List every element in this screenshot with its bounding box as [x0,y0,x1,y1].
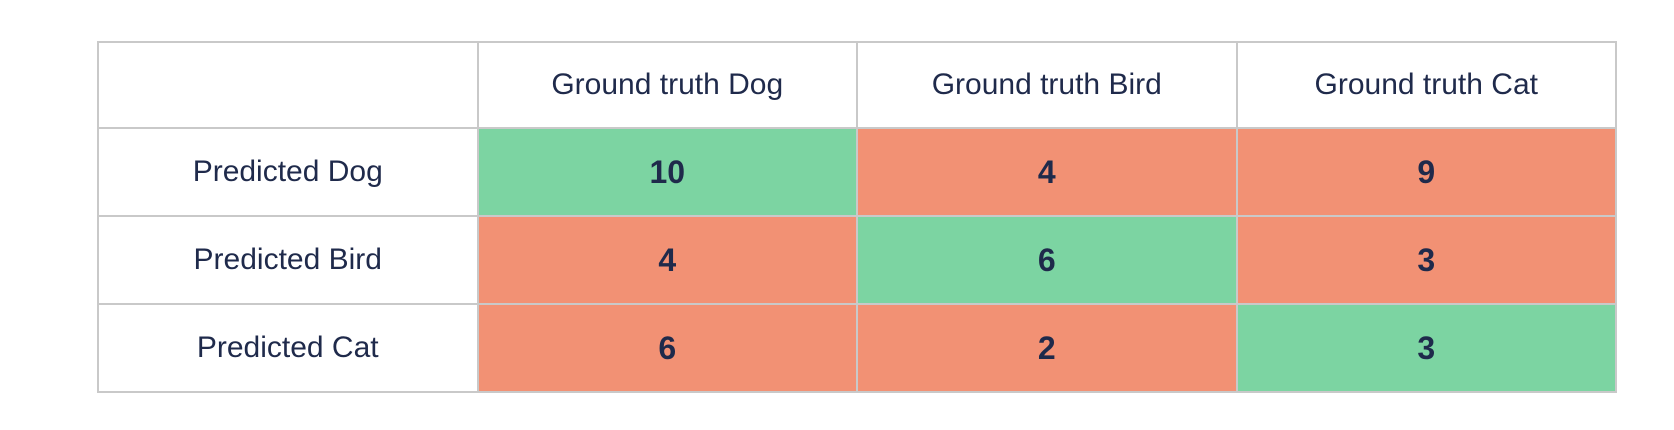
matrix-cell: 2 [856,303,1238,393]
row-label-predicted-dog: Predicted Dog [97,127,479,217]
row-label-predicted-bird: Predicted Bird [97,215,479,305]
matrix-cell: 4 [856,127,1238,217]
matrix-cell: 4 [476,215,858,305]
table-row-predicted-dog: Predicted Dog 10 4 9 [97,127,1617,217]
matrix-cell: 3 [1235,303,1617,393]
matrix-cell: 10 [476,127,858,217]
matrix-cell: 6 [476,303,858,393]
row-label-predicted-cat: Predicted Cat [97,303,479,393]
corner-cell [97,41,479,129]
header-row: Ground truth Dog Ground truth Bird Groun… [97,41,1617,129]
matrix-cell: 3 [1235,215,1617,305]
table-row-predicted-bird: Predicted Bird 4 6 3 [97,215,1617,305]
matrix-cell: 9 [1235,127,1617,217]
matrix-body: Predicted Dog 10 4 9 Predicted Bird 4 6 … [97,127,1617,393]
table-row-predicted-cat: Predicted Cat 6 2 3 [97,303,1617,393]
confusion-matrix-table: Ground truth Dog Ground truth Bird Groun… [97,41,1617,393]
column-header-ground-truth-dog: Ground truth Dog [476,41,858,129]
matrix-header: Ground truth Dog Ground truth Bird Groun… [97,41,1617,129]
column-header-ground-truth-cat: Ground truth Cat [1235,41,1617,129]
matrix-cell: 6 [856,215,1238,305]
column-header-ground-truth-bird: Ground truth Bird [856,41,1238,129]
